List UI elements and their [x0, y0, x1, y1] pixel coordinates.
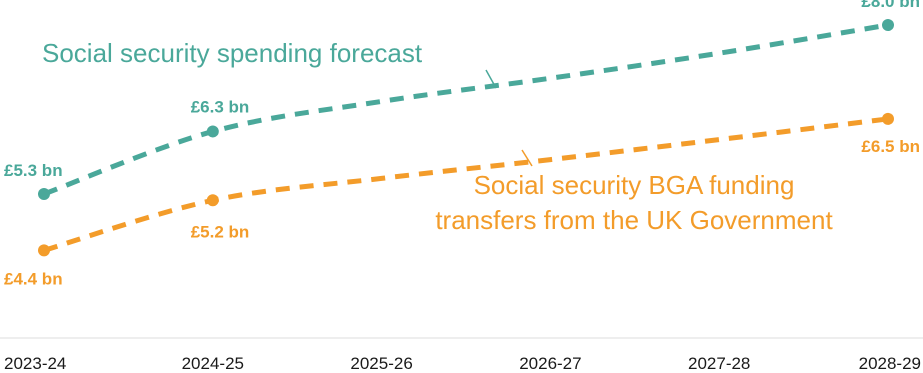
series-line-1	[43, 116, 889, 253]
x-tick-label: 2023-24	[4, 354, 66, 373]
data-point	[206, 194, 219, 207]
point-label: £4.4 bn	[4, 269, 63, 288]
series-title-orange-line: Social security BGA funding	[474, 170, 795, 200]
series-title-teal: Social security spending forecast	[42, 38, 423, 68]
label-layer: £5.3 bn £6.3 bn £8.0 bn £4.4 bn £5.2 bn £6.5 …	[4, 0, 920, 288]
data-point	[882, 19, 894, 32]
x-tick-label: 2028-29	[859, 354, 921, 373]
x-tick-label: 2026-27	[519, 354, 581, 373]
series-title-orange-line: transfers from the UK Government	[435, 205, 833, 235]
data-point	[38, 244, 50, 257]
x-axis-ticks: 2023-24 2024-25 2025-26 2026-27 2027-28 2028-…	[4, 354, 921, 373]
point-label: £5.2 bn	[191, 222, 250, 241]
data-point	[206, 125, 219, 138]
series-line-0	[43, 22, 889, 197]
point-label: £5.3 bn	[4, 161, 63, 180]
leader-line-teal	[485, 69, 497, 89]
x-tick-label: 2024-25	[182, 354, 244, 373]
point-label: £8.0 bn	[861, 0, 920, 11]
data-point	[38, 188, 50, 201]
leader-line-orange	[521, 149, 533, 167]
x-tick-label: 2025-26	[350, 354, 412, 373]
point-label: £6.5 bn	[861, 137, 920, 156]
data-point	[882, 112, 894, 125]
series-layer	[38, 19, 894, 257]
x-tick-label: 2027-28	[688, 354, 750, 373]
point-label: £6.3 bn	[191, 97, 250, 116]
